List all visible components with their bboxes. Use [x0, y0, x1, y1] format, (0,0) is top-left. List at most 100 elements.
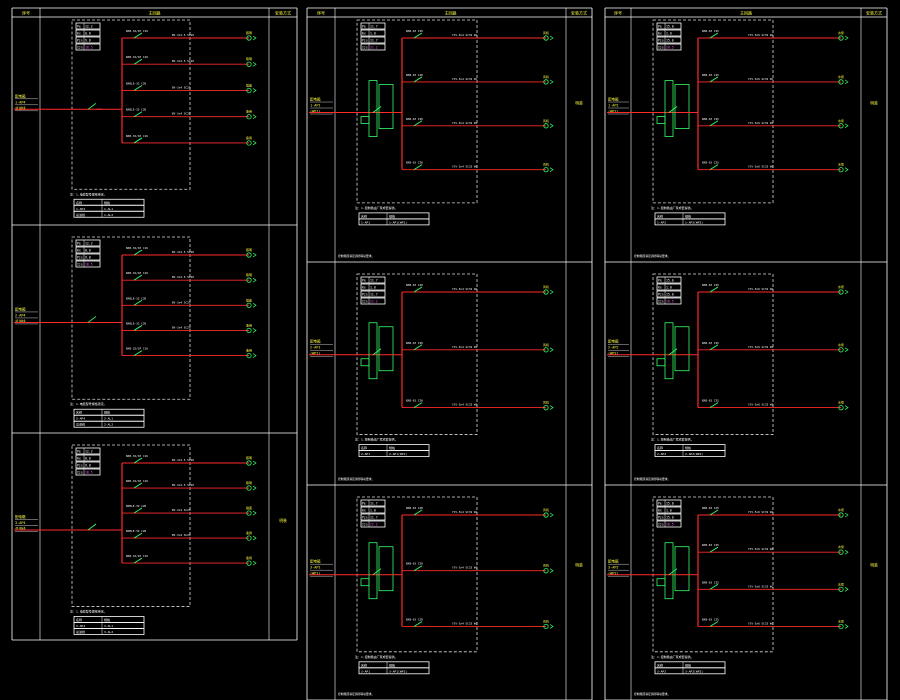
- spec-cell: [75, 246, 101, 254]
- spec-cell: [360, 513, 386, 521]
- spec-cell: [656, 290, 682, 298]
- feeder-label: 配电箱: [15, 514, 26, 519]
- legend-name: 总进线: [76, 212, 85, 217]
- feeder-label: 配电箱: [15, 306, 26, 311]
- spec-key: Ijs: [658, 300, 664, 304]
- load-arrow: [844, 289, 849, 295]
- spec-cell: [360, 506, 386, 514]
- branch-circuit: NXB-63 C25 YJV-5x6 SC32 WC 水泵: [698, 341, 849, 353]
- breaker-rating: NXBLE-32 C20: [126, 529, 147, 533]
- breaker-symbol: [709, 120, 719, 127]
- load-arrow: [252, 485, 257, 491]
- load-name: 风机: [543, 563, 549, 568]
- cable-spec: YJV-5x6 SC32 WC: [748, 121, 774, 125]
- legend-name: 1-AP2: [657, 220, 666, 224]
- load-name: 照明: [246, 31, 252, 35]
- breaker-symbol: [709, 621, 719, 627]
- branch-circuit: NXB-63 C20 YJV-5x4 SC32 WC 风机: [402, 562, 554, 574]
- spec-cell: [360, 283, 386, 291]
- breaker-symbol: [413, 164, 423, 171]
- load-terminal: [246, 87, 252, 94]
- breaker-symbol: [413, 344, 423, 351]
- cable-spec: BV-3x4 SC25: [172, 85, 191, 89]
- breaker-symbol: [413, 76, 423, 83]
- load-terminal: [838, 512, 844, 518]
- breaker-rating: NXB-63 C25: [702, 341, 719, 345]
- cable-spec: YJV-5x4 SC32 WC: [452, 77, 478, 81]
- branch-circuit: NXB-63 C25 YJV-5x6 SC32 WC 水泵: [698, 283, 849, 295]
- branch-circuit: NXB-63 C25 YJV-5x6 SC32 WC 水泵: [698, 117, 849, 129]
- load-name: 水泵: [838, 74, 844, 79]
- panel-note: 注：1.控制箱由厂家成套提供。: [355, 654, 398, 659]
- panel-footer-note: 控制箱须满足消防联动要求。: [634, 692, 670, 696]
- load-terminal: [246, 114, 252, 120]
- breaker-rating: NXBLE-32 C20: [126, 81, 147, 85]
- load-terminal: [838, 586, 844, 592]
- spec-cell: [360, 499, 386, 507]
- legend-spec: 规格: [685, 445, 691, 450]
- install-method-label: 明装: [870, 563, 878, 568]
- load-terminal: [246, 510, 252, 516]
- breaker-rating: NXB-63 C25: [702, 580, 719, 584]
- spec-key: Kx: [362, 32, 366, 36]
- feeder-label: 配电箱: [310, 339, 321, 344]
- branch-circuit: NXB-32/1P C16 BV-3x2.5 SC20 照明: [122, 454, 257, 466]
- branch-circuit: NXBLE-32 C20 BV-3x4 SC25 备用: [122, 108, 257, 120]
- header-main-label: 主回路: [445, 10, 457, 16]
- control-cabinet-module: [368, 322, 378, 380]
- cable-spec: YJV-5x6 SC32 WC: [748, 33, 774, 37]
- branch-circuit: NXB-63 C20 YJV-5x4 SC32 WC 风机: [402, 73, 554, 85]
- spec-key: Ijs: [362, 300, 368, 304]
- cable-spec: YJV-5x6 SC32 WC: [748, 621, 774, 625]
- load-terminal: [246, 535, 252, 541]
- feeder-label: 总进线: [15, 318, 26, 323]
- breaker-symbol: [133, 274, 143, 281]
- breaker-symbol: [133, 111, 143, 118]
- spec-value: 1.0: [370, 32, 376, 36]
- spec-cell: [75, 454, 101, 462]
- breaker-symbol: [709, 32, 719, 39]
- spec-key: Pe: [658, 502, 662, 506]
- breaker-rating: NXBLE-32 C20: [126, 108, 147, 112]
- spec-value: 0.8: [85, 457, 91, 461]
- legend-name: 名称: [657, 662, 663, 667]
- load-arrow: [549, 123, 554, 129]
- legend-spec: 2-AP1(WP1): [389, 452, 407, 456]
- spec-value: 9.8: [85, 39, 91, 43]
- spec-value: 11.7: [370, 279, 378, 283]
- legend-spec: 规格: [104, 200, 110, 205]
- spec-cell: [75, 22, 101, 30]
- load-name: 风机: [543, 507, 549, 512]
- breaker-symbol: [709, 402, 719, 408]
- spec-key: Kx: [362, 509, 366, 513]
- branch-circuit: NXB-32/1P C16 备用: [122, 134, 257, 146]
- spec-key: Pjs: [362, 39, 368, 43]
- panel-enclosure: [652, 19, 774, 204]
- install-method-label: 明装: [575, 101, 583, 106]
- breaker-rating: NXBLE-32 C20: [126, 296, 147, 300]
- legend-name: 总进线: [76, 422, 85, 427]
- spec-value: 28.5: [666, 46, 674, 50]
- feeder-label: 1-AP1: [310, 104, 321, 108]
- spec-key: Ijs: [658, 523, 664, 527]
- load-terminal: [246, 485, 252, 491]
- control-cabinet-module: [664, 322, 674, 380]
- breaker-rating: NXB-63 C20: [406, 617, 423, 621]
- spec-key: Pe: [77, 25, 81, 29]
- spec-cell: [75, 461, 101, 469]
- legend-spec: 1-AP1(WP1): [389, 220, 407, 224]
- branch-circuit: NXB-63 C20 YJV-5x4 SC32 WC 风机: [402, 283, 554, 295]
- header-main-label: 主回路: [149, 10, 161, 16]
- load-terminal: [838, 289, 844, 295]
- breaker-rating: NXB-63 C20: [406, 117, 423, 121]
- breaker-symbol: [133, 85, 143, 91]
- install-method-label: 明装: [575, 563, 583, 568]
- feeder-label: 3-AP2: [608, 566, 619, 570]
- load-name: 备用: [246, 135, 252, 140]
